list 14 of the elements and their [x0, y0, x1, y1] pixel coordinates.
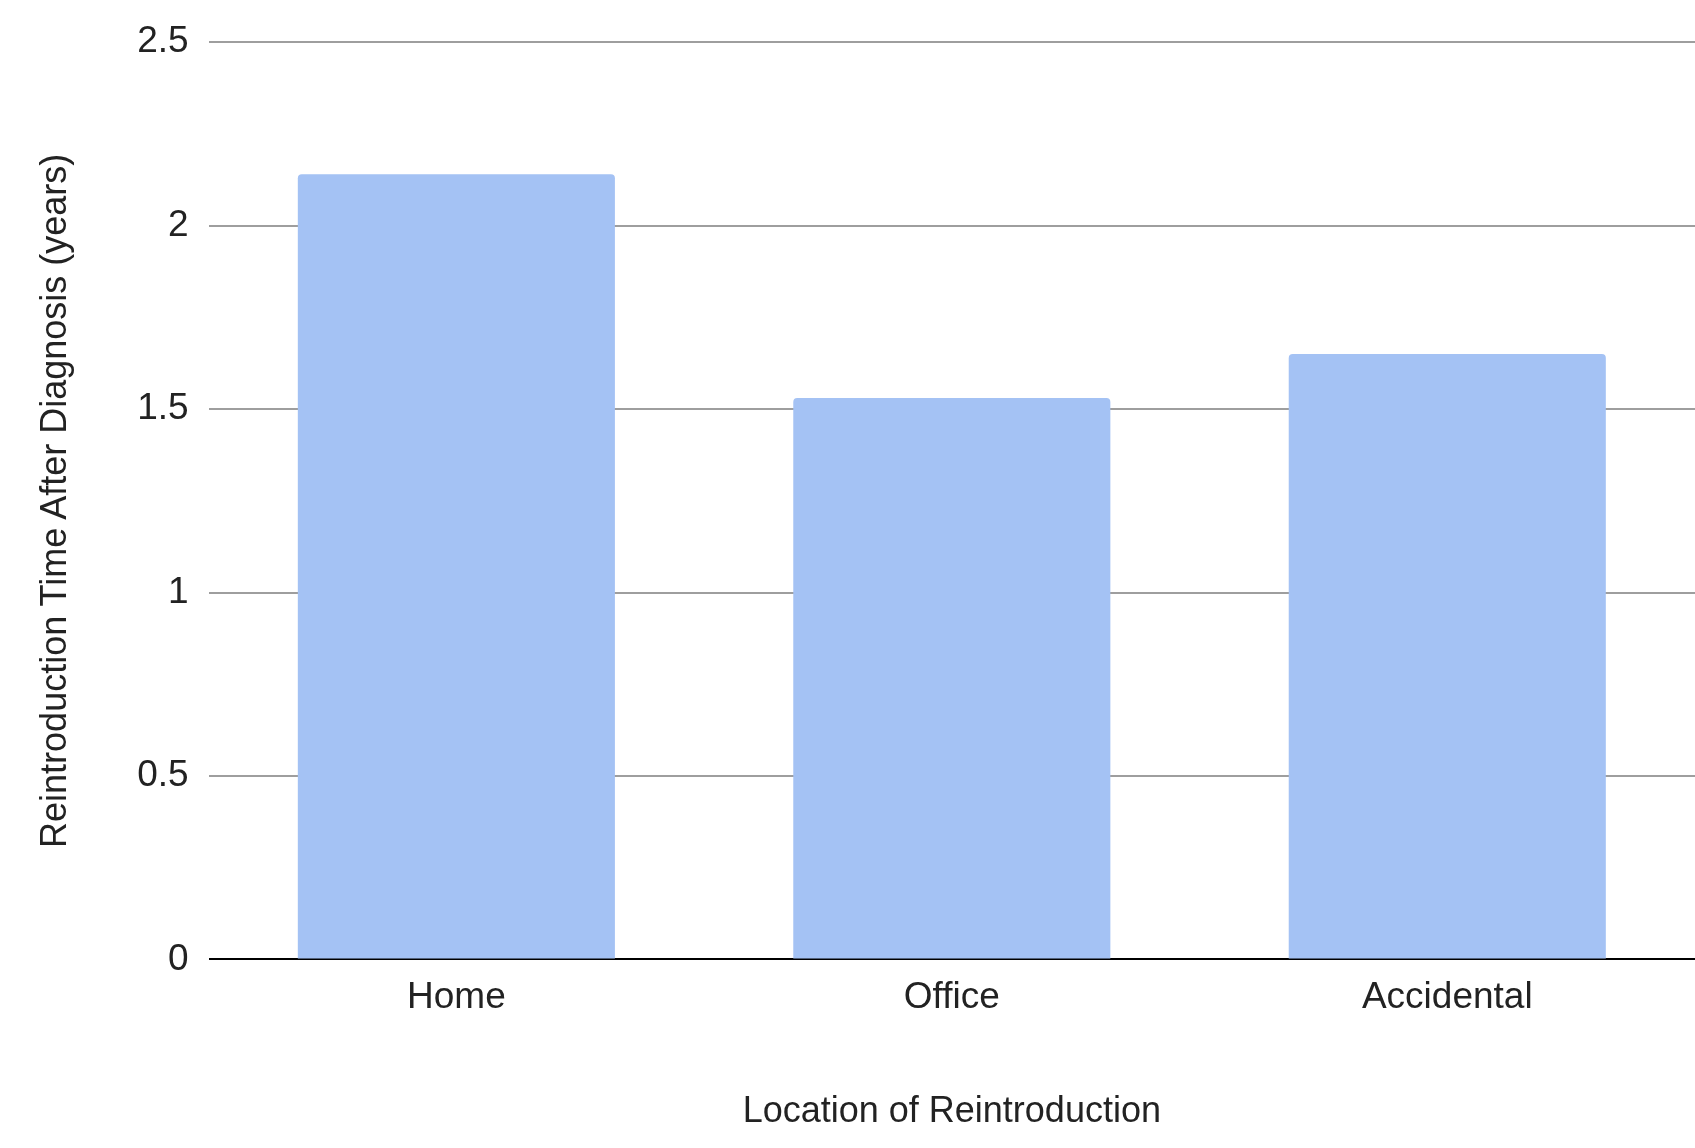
bar [1288, 354, 1606, 959]
x-axis-title: Location of Reintroduction [742, 1089, 1161, 1131]
y-axis-title: Reintroduction Time After Diagnosis (years) [32, 153, 74, 848]
x-tick-label: Accidental [1361, 974, 1533, 1016]
x-tick-label: Home [407, 974, 506, 1016]
y-tick-label: 2.5 [137, 19, 189, 61]
y-tick-label: 1 [168, 569, 189, 611]
bar [297, 174, 615, 959]
bar [793, 398, 1111, 959]
y-tick-label: 2 [168, 202, 189, 244]
y-tick-label: 0 [168, 936, 189, 978]
y-tick-label: 0.5 [137, 753, 189, 795]
y-tick-label: 1.5 [137, 386, 189, 428]
x-tick-label: Office [903, 974, 1000, 1016]
